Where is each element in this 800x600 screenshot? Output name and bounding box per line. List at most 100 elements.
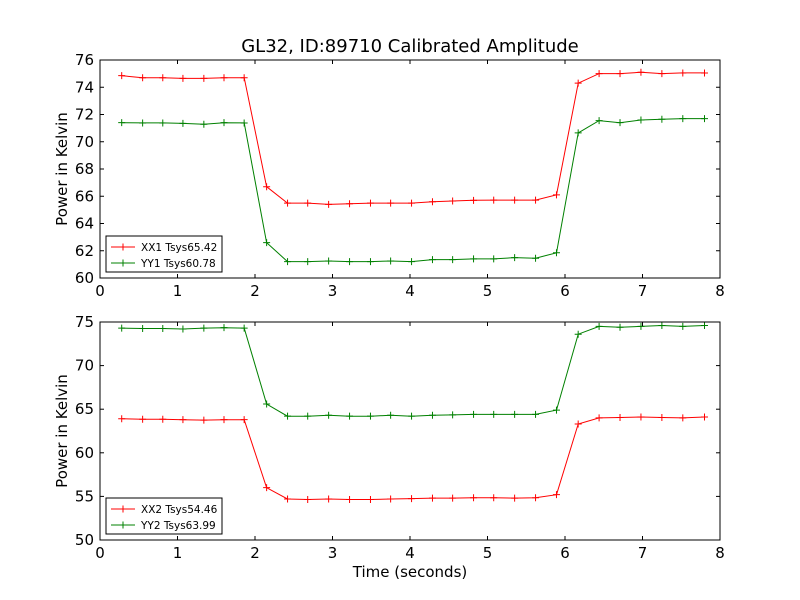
y-axis-label: Power in Kelvin (53, 112, 71, 226)
legend-marker-2 (119, 259, 127, 267)
x-axis-label: Time (seconds) (352, 563, 468, 581)
data-point (139, 325, 147, 333)
legend-marker-1 (119, 243, 127, 251)
data-point (179, 325, 187, 333)
data-point (408, 199, 416, 207)
x-tick-label: 1 (173, 282, 183, 300)
data-point (240, 416, 248, 424)
data-point (511, 410, 519, 418)
data-point (679, 69, 687, 77)
y-tick-label: 72 (75, 106, 94, 124)
x-tick-label: 0 (95, 282, 105, 300)
data-point (637, 116, 645, 124)
data-point (616, 413, 624, 421)
data-point (240, 74, 248, 82)
legend-label-2: YY1 Tsys60.78 (140, 258, 216, 270)
data-point (574, 330, 582, 338)
data-point (366, 258, 374, 266)
data-point (346, 258, 354, 266)
x-tick-label: 4 (405, 282, 415, 300)
x-tick-label: 2 (250, 544, 260, 562)
y-tick-label: 74 (75, 78, 94, 96)
data-point (595, 414, 603, 422)
data-point (449, 411, 457, 419)
data-point (532, 254, 540, 262)
y-tick-label: 55 (75, 487, 94, 505)
data-point (490, 494, 498, 502)
data-point (325, 257, 333, 265)
x-tick-label: 6 (560, 282, 570, 300)
data-point (470, 494, 478, 502)
data-point (366, 412, 374, 420)
x-tick-label: 8 (715, 544, 725, 562)
data-point (470, 410, 478, 418)
data-point (200, 120, 208, 128)
data-point (263, 183, 271, 191)
data-point (470, 255, 478, 263)
data-point (616, 119, 624, 127)
data-point (658, 115, 666, 123)
data-point (701, 321, 708, 329)
data-point (159, 415, 167, 423)
data-point (595, 322, 603, 330)
legend: XX2 Tsys54.46 YY2 Tsys63.99 (105, 497, 223, 535)
data-point (679, 115, 687, 123)
data-point (428, 198, 436, 206)
bottom-chart-panel: 0 1 2 3 4 5 6 7 8 50 55 60 65 70 75 Power in Kelvin Time… (53, 313, 725, 581)
data-point (408, 412, 416, 420)
data-point (304, 258, 312, 266)
data-point (679, 414, 687, 422)
data-point (240, 324, 248, 332)
data-point (408, 258, 416, 266)
legend-marker-1 (119, 505, 127, 513)
data-point (220, 324, 228, 332)
x-tick-label: 5 (483, 282, 493, 300)
data-point (387, 495, 395, 503)
chart-title: GL32, ID:89710 Calibrated Amplitude (241, 36, 579, 57)
data-point (449, 494, 457, 502)
data-point (574, 79, 582, 87)
data-point (346, 412, 354, 420)
y-tick-label: 62 (75, 242, 94, 260)
data-point (263, 239, 271, 247)
data-point (552, 249, 560, 257)
y-tick-label: 70 (75, 133, 94, 151)
data-point (346, 200, 354, 208)
data-point (490, 255, 498, 263)
data-point (574, 129, 582, 137)
data-point (263, 400, 271, 408)
data-point (637, 322, 645, 330)
x-tick-label: 3 (328, 282, 338, 300)
data-point (346, 495, 354, 503)
y-tick-label: 60 (75, 269, 94, 287)
data-point (284, 412, 292, 420)
data-point (325, 411, 333, 419)
data-point (658, 413, 666, 421)
x-tick-label: 1 (173, 544, 183, 562)
data-point (470, 196, 478, 204)
data-point (428, 494, 436, 502)
y-tick-label: 75 (75, 313, 94, 331)
legend-label-2: YY2 Tsys63.99 (140, 520, 216, 532)
y-axis-label: Power in Kelvin (53, 374, 71, 488)
data-point (532, 494, 540, 502)
legend-box (105, 497, 223, 535)
data-point (449, 256, 457, 264)
x-tick-label: 5 (483, 544, 493, 562)
data-point (325, 200, 333, 208)
data-point (552, 406, 560, 414)
data-point (511, 196, 519, 204)
y-tick-label: 60 (75, 444, 94, 462)
data-point (511, 254, 519, 262)
data-point (220, 74, 228, 82)
data-point (552, 191, 560, 199)
data-point (658, 321, 666, 329)
x-tick-label: 7 (638, 544, 648, 562)
x-tick-label: 7 (638, 282, 648, 300)
data-point (449, 197, 457, 205)
data-point (701, 413, 708, 421)
y-tick-label: 50 (75, 531, 94, 549)
data-point (263, 484, 271, 492)
data-point (325, 495, 333, 503)
